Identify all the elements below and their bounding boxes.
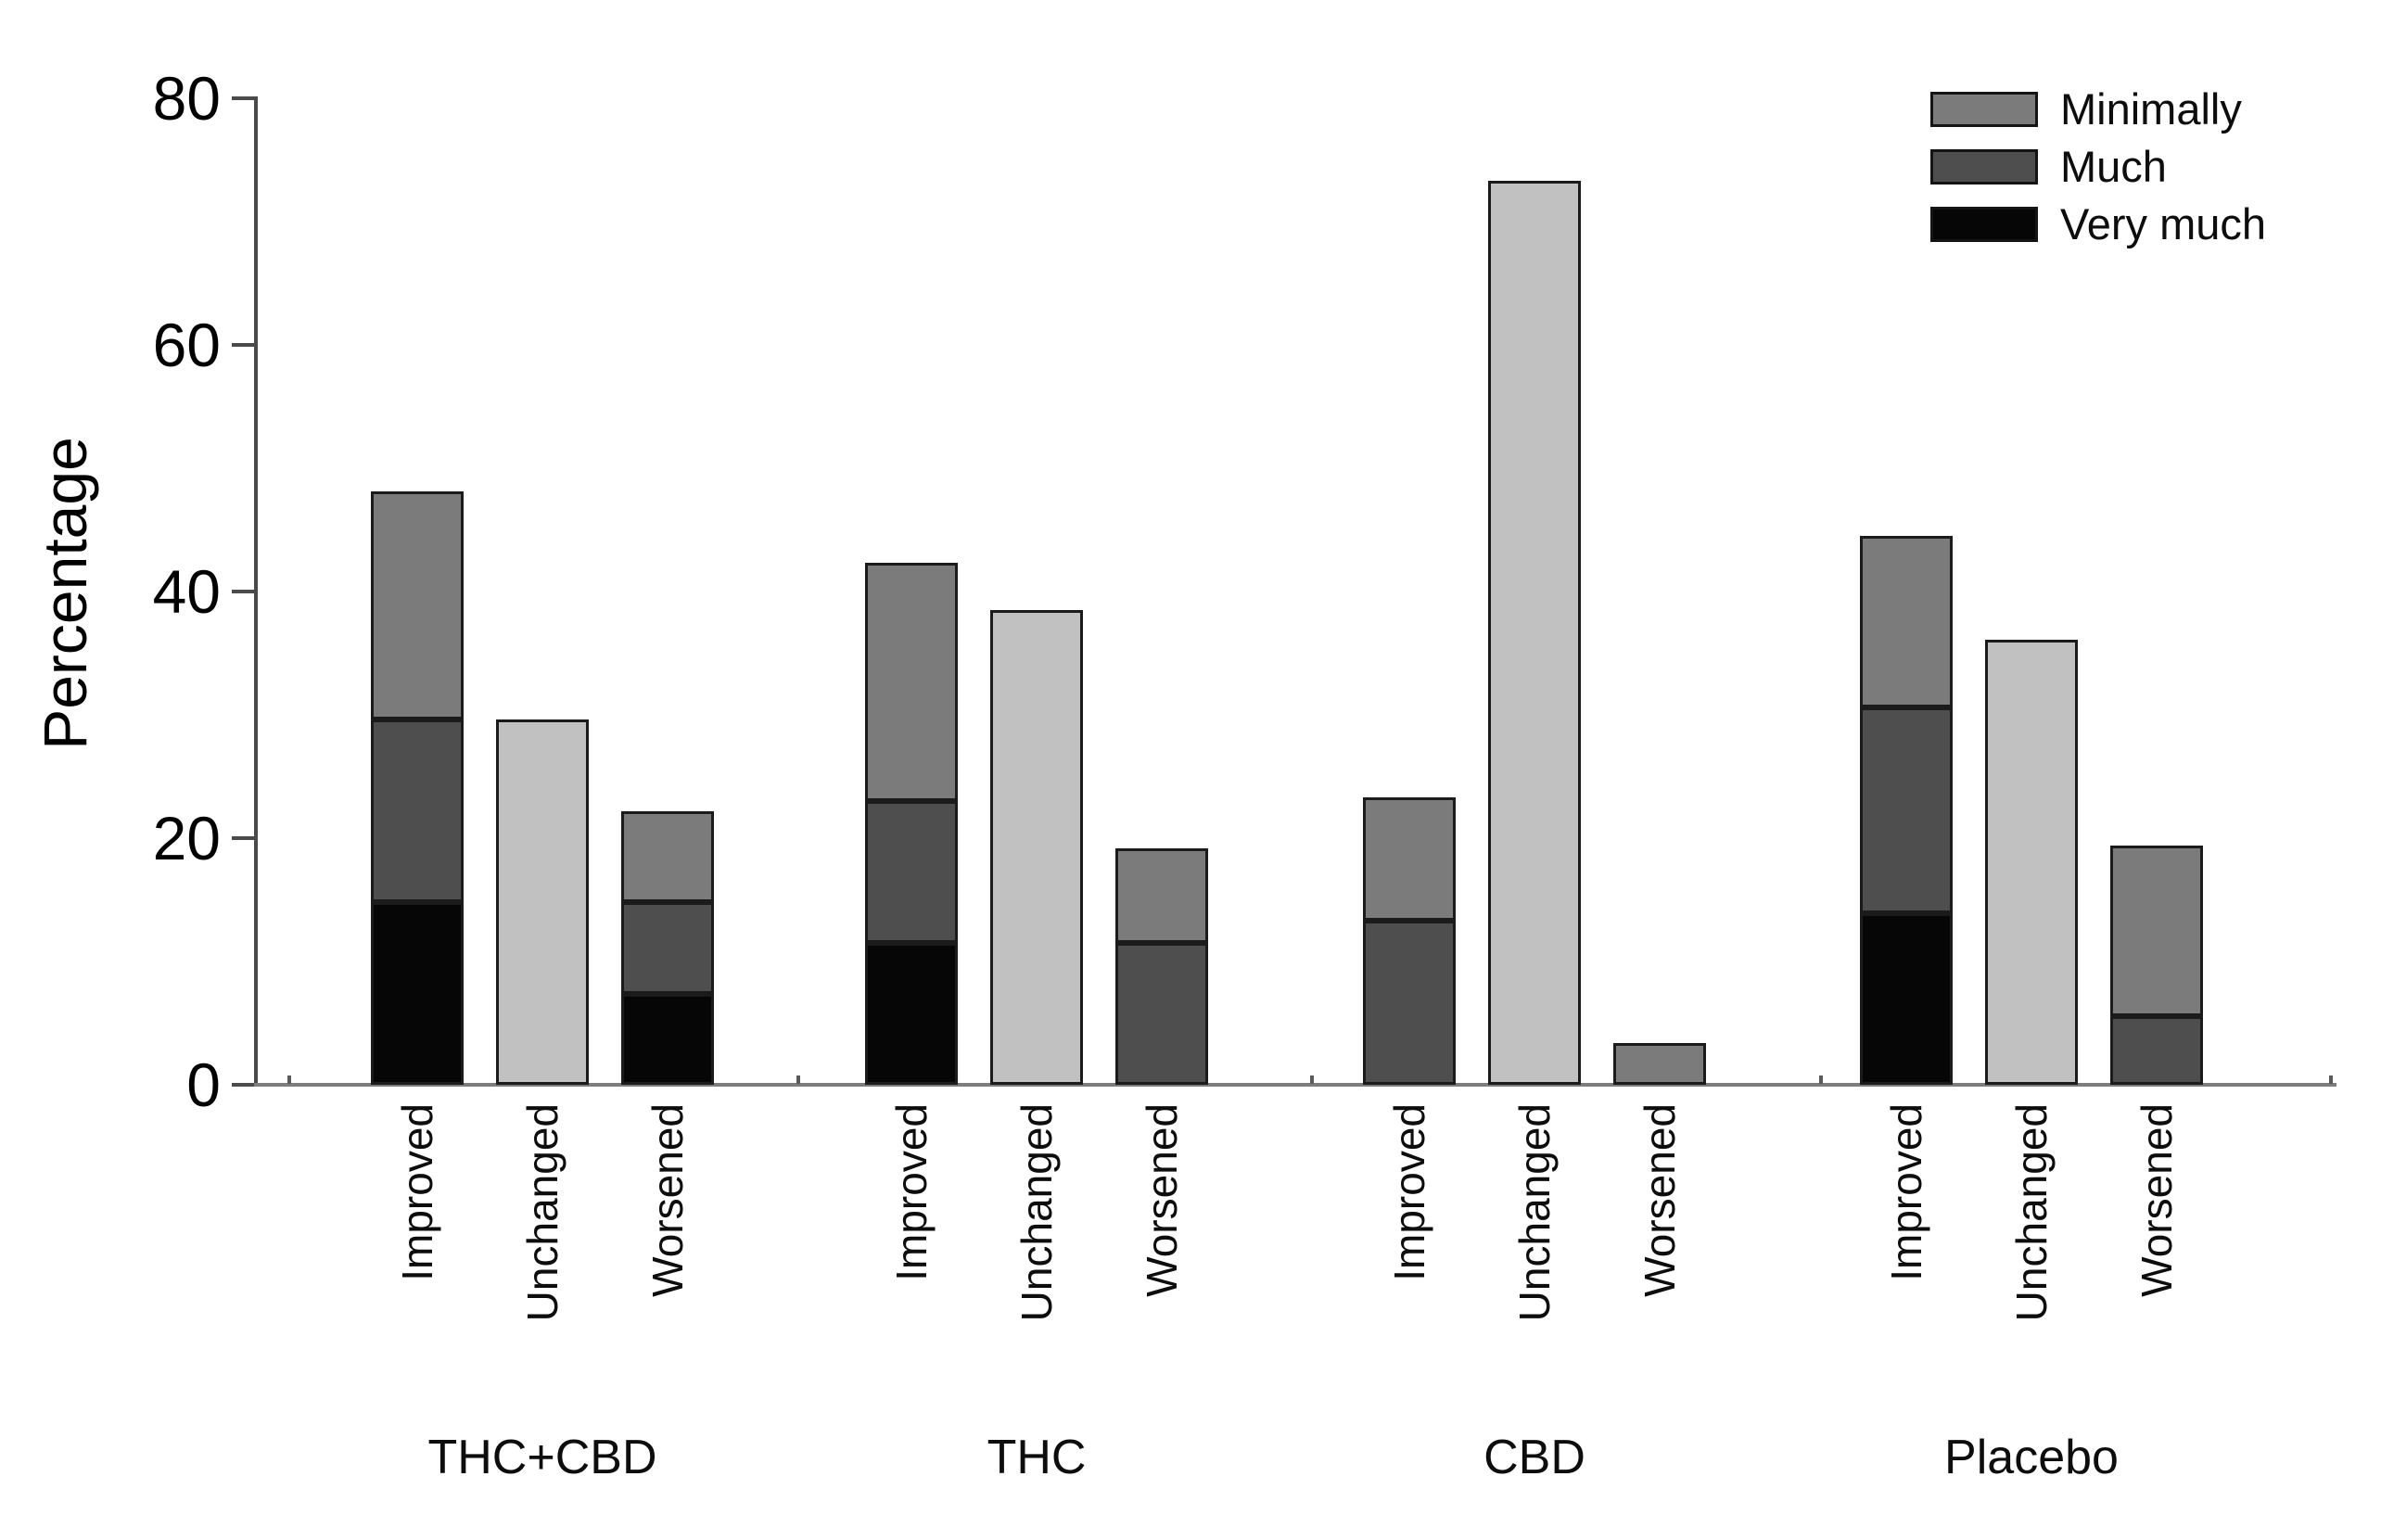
x-tick-minor [796, 1075, 800, 1084]
x-tick-minor [287, 1075, 291, 1084]
legend-label-much: Much [2060, 142, 2167, 191]
x-category-label-text: Unchanged [1012, 1103, 1061, 1322]
bar-segment-placebo-improved-minimally [1860, 536, 1953, 707]
bar-segment-thc-improved-much [865, 801, 958, 944]
x-category-label-text: Unchanged [2007, 1103, 2056, 1322]
y-tick-mark-40 [232, 590, 254, 593]
x-category-label-text: Improved [393, 1103, 441, 1281]
x-category-label-text: Worsened [1636, 1103, 1684, 1297]
x-tick-minor [1819, 1075, 1823, 1084]
bar-segment-placebo-improved-very-much [1860, 913, 1953, 1085]
bar-segment-thc-worsened-much [1115, 943, 1208, 1085]
bar-segment-placebo-improved-much [1860, 707, 1953, 914]
group-label-cbd: CBD [1483, 1431, 1585, 1484]
y-tick-label-0: 0 [186, 1050, 221, 1119]
bar-segment-cbd-unchanged-unchanged [1488, 181, 1581, 1085]
x-category-label-text: Improved [1882, 1103, 1930, 1281]
bar-segment-thc-cbd-worsened-minimally [621, 810, 714, 903]
y-tick-mark-60 [232, 343, 254, 347]
bar-segment-thc-improved-minimally [865, 563, 958, 802]
group-label-thc-cbd: THC+CBD [427, 1431, 657, 1484]
bar-segment-thc-worsened-minimally [1115, 847, 1208, 944]
group-label-placebo: Placebo [1944, 1431, 2119, 1484]
y-tick-label-40: 40 [152, 557, 221, 626]
legend-swatch-much [1930, 149, 2038, 185]
y-tick-mark-20 [232, 836, 254, 840]
bar-segment-thc-cbd-improved-very-much [371, 902, 464, 1085]
group-label-thc: THC [987, 1431, 1087, 1484]
y-tick-label-80: 80 [152, 64, 221, 133]
x-category-label-text: Unchanged [1510, 1103, 1559, 1322]
bar-segment-cbd-worsened-minimally [1613, 1042, 1706, 1085]
y-tick-label-60: 60 [152, 311, 221, 379]
bar-segment-placebo-worsened-much [2110, 1015, 2203, 1085]
y-tick-mark-0 [232, 1083, 254, 1087]
bar-segment-thc-unchanged-unchanged [990, 609, 1083, 1085]
legend-label-very-much: Very much [2060, 199, 2267, 248]
x-category-label-text: Worsened [643, 1103, 692, 1297]
x-tick-minor [2329, 1075, 2333, 1084]
bar-segment-placebo-worsened-minimally [2110, 845, 2203, 1016]
x-category-label-text: Improved [1385, 1103, 1433, 1281]
legend-label-minimally: Minimally [2060, 84, 2242, 134]
x-category-label-text: Unchanged [518, 1103, 567, 1322]
bar-segment-thc-cbd-improved-minimally [371, 491, 464, 720]
y-tick-label-20: 20 [152, 804, 221, 872]
bar-segment-cbd-improved-much [1363, 921, 1456, 1085]
y-tick-mark-80 [232, 96, 254, 100]
legend-swatch-minimally [1930, 92, 2038, 127]
y-axis-line [254, 96, 258, 1087]
x-category-label-text: Worsened [2133, 1103, 2181, 1297]
bar-segment-thc-cbd-unchanged-unchanged [496, 719, 589, 1085]
legend-swatch-very-much [1930, 207, 2038, 242]
bar-segment-thc-cbd-worsened-much [621, 902, 714, 994]
x-category-label-text: Worsened [1138, 1103, 1186, 1297]
x-tick-minor [1310, 1075, 1314, 1084]
bar-segment-placebo-unchanged-unchanged [1985, 639, 2078, 1085]
x-axis-line [243, 1083, 2336, 1087]
bar-segment-cbd-improved-minimally [1363, 797, 1456, 922]
x-category-label-text: Improved [887, 1103, 936, 1281]
bar-segment-thc-cbd-worsened-very-much [621, 993, 714, 1085]
bar-segment-thc-improved-very-much [865, 943, 958, 1085]
bar-segment-thc-cbd-improved-much [371, 719, 464, 903]
